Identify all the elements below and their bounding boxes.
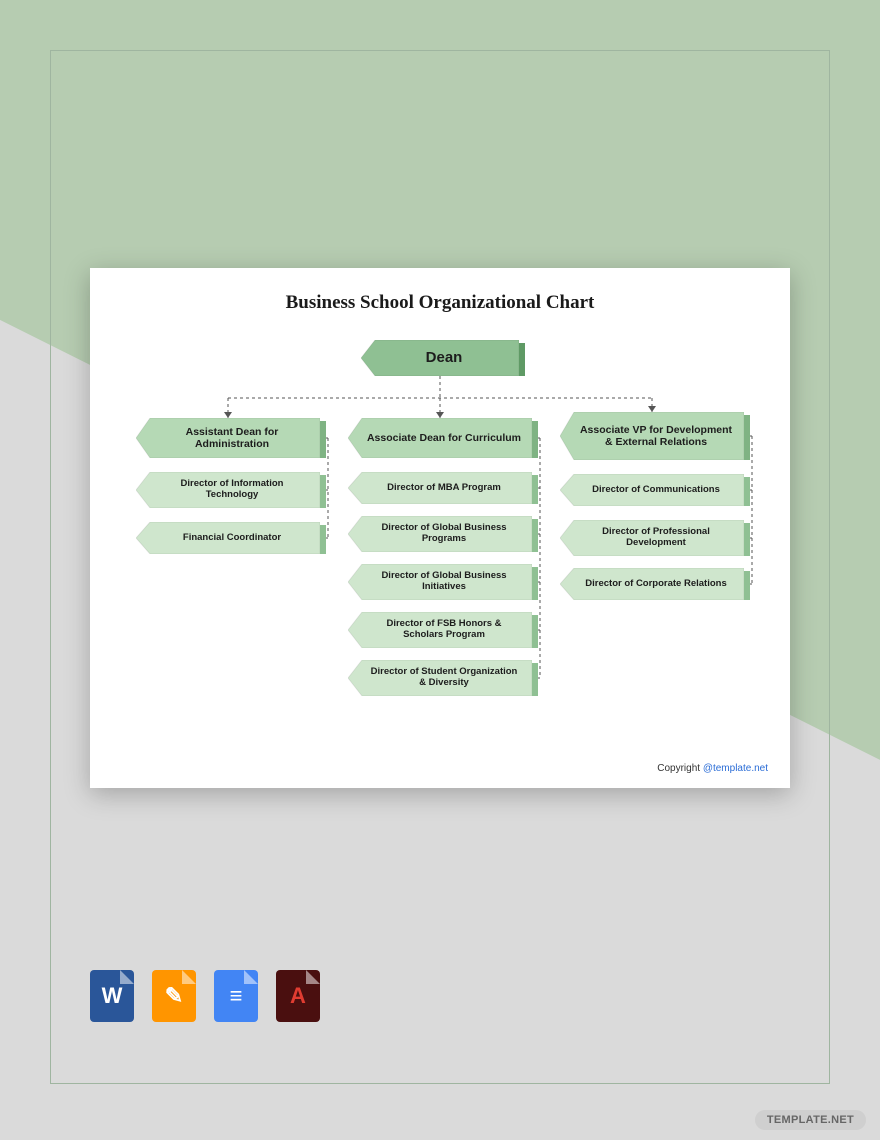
org-node-label: Director of MBA Program bbox=[387, 483, 501, 494]
org-node-label: Director of Professional Development bbox=[578, 527, 734, 549]
file-icon-glyph: ✎ bbox=[165, 983, 183, 1009]
org-node-label: Assistant Dean for Administration bbox=[154, 426, 310, 450]
chart-title: Business School Organizational Chart bbox=[110, 292, 770, 314]
file-icon-word[interactable]: W bbox=[90, 970, 134, 1022]
file-format-icons: W ✎ ≡ A bbox=[90, 970, 320, 1022]
org-node-label: Director of Global Business Programs bbox=[366, 523, 522, 545]
org-node-label: Director of Global Business Initiatives bbox=[366, 571, 522, 593]
org-node: Director of Professional Development bbox=[560, 520, 744, 556]
org-node: Director of MBA Program bbox=[348, 472, 532, 504]
chart-card: Business School Organizational Chart Dea… bbox=[90, 268, 790, 788]
org-node-label: Associate Dean for Curriculum bbox=[367, 432, 521, 444]
org-node: Director of Student Organization & Diver… bbox=[348, 660, 532, 696]
copyright-link[interactable]: @template.net bbox=[703, 763, 768, 774]
org-node-label: Director of Student Organization & Diver… bbox=[366, 667, 522, 689]
org-chart: Dean Assistant Dean for Administration Dir… bbox=[110, 322, 770, 742]
copyright: Copyright @template.net bbox=[657, 763, 768, 774]
watermark-badge: TEMPLATE.NET bbox=[755, 1110, 866, 1130]
org-node: Associate VP for Development & External … bbox=[560, 412, 744, 460]
org-node: Director of Corporate Relations bbox=[560, 568, 744, 600]
org-node-label: Director of Information Technology bbox=[154, 479, 310, 501]
file-icon-pdf[interactable]: A bbox=[276, 970, 320, 1022]
file-icon-glyph: ≡ bbox=[230, 983, 243, 1009]
file-icon-glyph: W bbox=[102, 983, 123, 1009]
copyright-prefix: Copyright bbox=[657, 763, 703, 774]
file-icon-glyph: A bbox=[290, 983, 306, 1009]
org-node: Director of Communications bbox=[560, 474, 744, 506]
org-node: Director of Global Business Programs bbox=[348, 516, 532, 552]
org-node: Director of Information Technology bbox=[136, 472, 320, 508]
org-node-label: Director of Corporate Relations bbox=[585, 579, 726, 590]
org-node: Financial Coordinator bbox=[136, 522, 320, 554]
org-node-label: Dean bbox=[426, 349, 463, 366]
file-icon-gdocs[interactable]: ≡ bbox=[214, 970, 258, 1022]
org-node-label: Director of Communications bbox=[592, 485, 720, 496]
org-node: Assistant Dean for Administration bbox=[136, 418, 320, 458]
org-node: Director of FSB Honors & Scholars Progra… bbox=[348, 612, 532, 648]
org-node: Associate Dean for Curriculum bbox=[348, 418, 532, 458]
org-node-label: Associate VP for Development & External … bbox=[578, 424, 734, 448]
org-node-label: Director of FSB Honors & Scholars Progra… bbox=[366, 619, 522, 641]
org-node-label: Financial Coordinator bbox=[183, 533, 281, 544]
org-node: Dean bbox=[361, 340, 519, 376]
org-node: Director of Global Business Initiatives bbox=[348, 564, 532, 600]
file-icon-pages[interactable]: ✎ bbox=[152, 970, 196, 1022]
